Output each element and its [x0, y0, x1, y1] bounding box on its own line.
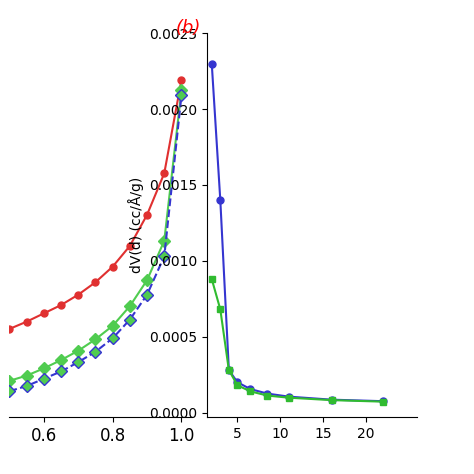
Text: (b): (b) — [176, 19, 201, 37]
Y-axis label: dV(d) (cc/Å/g): dV(d) (cc/Å/g) — [128, 177, 144, 273]
